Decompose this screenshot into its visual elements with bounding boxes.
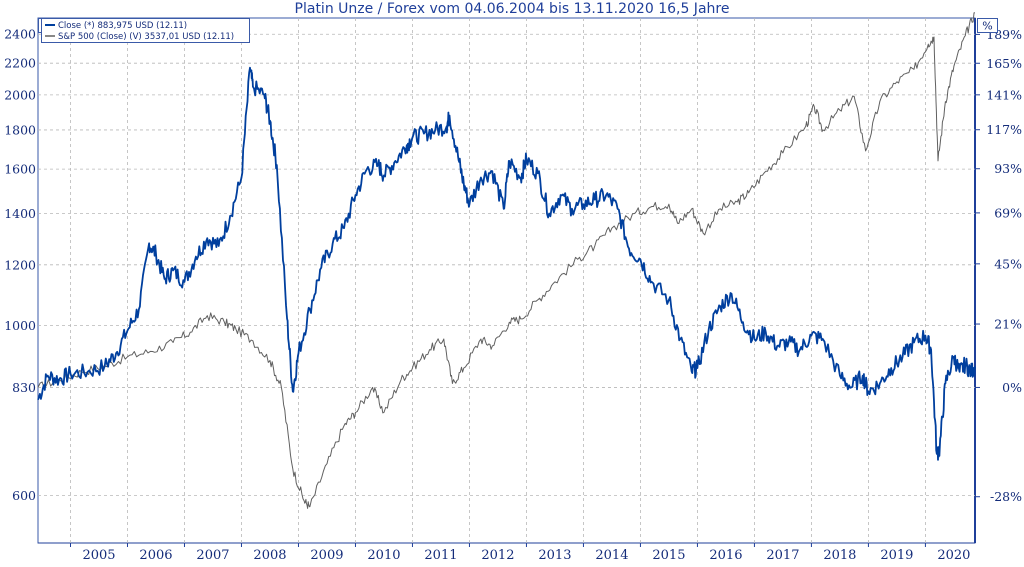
y-left-tick-label: 2000	[4, 87, 36, 102]
x-tick-label: 2015	[652, 548, 685, 563]
y-left-tick-label: 2400	[4, 27, 36, 42]
x-tick-label: 2009	[310, 548, 343, 563]
y-right-tick-label: 21%	[994, 317, 1022, 332]
y-left-tick-label: 1600	[4, 162, 36, 177]
y-right-tick-label: 141%	[986, 87, 1022, 102]
platin-line	[37, 66, 976, 461]
x-tick-label: 2006	[139, 548, 172, 563]
x-tick-label: 2012	[481, 548, 514, 563]
y-right-tick-label: 165%	[986, 56, 1022, 71]
legend: Close (*) 883,975 USD (12.11) S&P 500 (C…	[41, 18, 250, 43]
y-right-tick-label: 93%	[994, 161, 1022, 176]
y-left-tick-label: 830	[12, 380, 36, 395]
x-tick-label: 2016	[709, 548, 742, 563]
x-tick-label: 2013	[538, 548, 571, 563]
x-tick-label: 2017	[766, 548, 799, 563]
right-corner-button[interactable]: %	[977, 18, 998, 33]
y-left-tick-label: 2200	[4, 56, 36, 71]
x-tick-label: 2018	[823, 548, 856, 563]
right-corner-label: %	[982, 20, 992, 33]
chart-title: Platin Unze / Forex vom 04.06.2004 bis 1…	[295, 1, 730, 17]
y-left-tick-label: 1400	[4, 206, 36, 221]
y-right-tick-label: 0%	[1002, 380, 1022, 395]
x-tick-label: 2019	[880, 548, 913, 563]
y-right-tick-label: 45%	[994, 256, 1022, 271]
y-left-tick-label: 600	[12, 488, 36, 503]
x-tick-label: 2010	[367, 548, 400, 563]
plot-area	[37, 17, 976, 544]
x-tick-label: 2014	[595, 548, 628, 563]
legend-box	[41, 18, 250, 43]
y-left-tick-label: 1000	[4, 318, 36, 333]
sp500-line	[37, 12, 976, 509]
x-tick-label: 2020	[937, 548, 970, 563]
y-left-tick-label: 1800	[4, 122, 36, 137]
x-tick-label: 2008	[253, 548, 286, 563]
x-tick-label: 2005	[82, 548, 115, 563]
x-tick-label: 2007	[196, 548, 229, 563]
legend-entry-sp500: S&P 500 (Close) (V) 3537,01 USD (12.11)	[58, 32, 234, 42]
legend-entry-platin: Close (*) 883,975 USD (12.11)	[58, 21, 187, 31]
y-right-tick-label: 69%	[994, 205, 1022, 220]
y-left-tick-label: 1200	[4, 257, 36, 272]
y-right-tick-label: 117%	[986, 122, 1022, 137]
x-tick-label: 2011	[424, 548, 457, 563]
y-right-tick-label: -28%	[990, 489, 1022, 504]
